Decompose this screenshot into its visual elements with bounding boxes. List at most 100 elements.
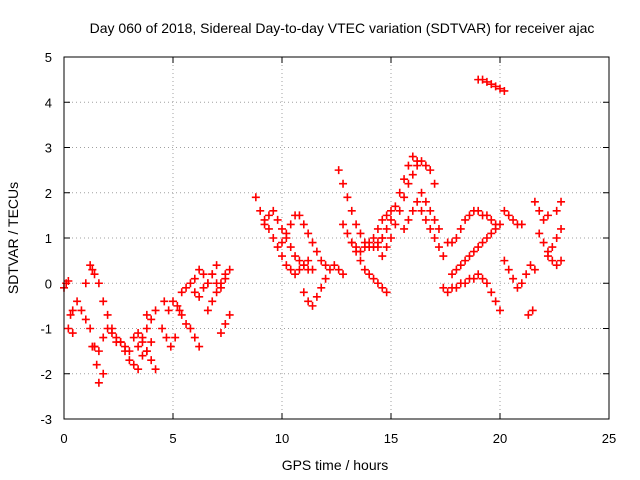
data-point <box>487 80 496 89</box>
data-point <box>400 193 409 202</box>
data-point <box>278 238 286 247</box>
data-point <box>535 229 544 238</box>
y-tick-label: 3 <box>45 141 52 156</box>
data-point <box>430 179 439 188</box>
data-point <box>164 306 173 315</box>
data-point <box>552 206 561 215</box>
data-point <box>539 238 548 247</box>
data-point <box>478 238 487 247</box>
x-tick-label: 5 <box>169 431 176 446</box>
y-tick-label: 2 <box>45 186 52 201</box>
data-point <box>474 243 483 252</box>
data-point <box>147 315 156 324</box>
data-point <box>557 256 566 265</box>
data-point <box>373 243 382 252</box>
data-point <box>474 206 483 215</box>
data-point <box>160 297 169 306</box>
data-point <box>443 288 452 297</box>
data-point <box>430 234 439 242</box>
data-point <box>426 206 435 215</box>
data-point <box>81 279 90 288</box>
data-point <box>373 279 382 288</box>
data-point <box>517 279 526 288</box>
data-point <box>557 197 566 206</box>
data-point <box>182 319 191 328</box>
x-axis-label: GPS time / hours <box>282 457 389 473</box>
data-point <box>530 197 539 206</box>
data-point <box>482 211 491 220</box>
data-point <box>88 342 97 351</box>
data-point <box>434 243 443 252</box>
x-tick-label: 10 <box>275 431 289 446</box>
data-point <box>478 274 487 283</box>
data-point <box>299 220 308 229</box>
data-point <box>151 365 160 374</box>
data-point <box>221 319 230 328</box>
data-point <box>260 220 269 229</box>
data-point <box>208 297 217 306</box>
data-point <box>103 324 112 333</box>
data-point <box>526 261 535 270</box>
data-point <box>269 206 278 215</box>
data-point <box>182 283 191 292</box>
data-point <box>321 261 330 270</box>
data-point <box>557 224 566 233</box>
data-point <box>491 82 500 91</box>
data-point <box>417 157 426 166</box>
data-point <box>395 206 404 215</box>
x-tick-label: 15 <box>384 431 398 446</box>
data-point <box>439 283 448 292</box>
data-point <box>382 211 391 220</box>
data-point <box>434 224 443 233</box>
data-point <box>158 324 167 333</box>
data-point <box>216 279 225 288</box>
data-point <box>400 175 409 184</box>
data-point <box>195 265 204 274</box>
data-point <box>125 347 134 356</box>
data-point <box>169 297 177 306</box>
data-point <box>86 261 95 270</box>
y-tick-label: 0 <box>45 276 52 291</box>
data-point <box>94 279 103 288</box>
data-point <box>417 188 426 197</box>
data-point <box>273 215 282 224</box>
data-point <box>216 329 225 338</box>
data-point <box>190 274 199 283</box>
data-point <box>68 306 77 315</box>
data-point <box>295 256 304 265</box>
data-point <box>308 265 317 274</box>
data-point <box>504 265 513 274</box>
data-point <box>373 224 382 233</box>
data-point <box>295 211 304 220</box>
data-point <box>421 197 430 206</box>
data-point <box>408 152 417 161</box>
data-point <box>343 229 352 238</box>
data-point <box>378 215 387 224</box>
data-series-sdtvar <box>60 75 566 387</box>
data-point <box>552 261 561 270</box>
data-point <box>175 306 184 315</box>
x-tick-label: 25 <box>602 431 616 446</box>
data-point <box>203 279 212 288</box>
data-point <box>496 306 504 315</box>
data-point <box>269 234 278 242</box>
data-point <box>487 229 496 238</box>
data-point <box>308 238 317 247</box>
data-point <box>142 310 151 319</box>
data-point <box>190 288 199 297</box>
data-point <box>264 211 273 220</box>
data-point <box>482 279 491 288</box>
data-point <box>291 270 300 279</box>
data-point <box>312 247 321 256</box>
data-point <box>524 310 533 319</box>
data-point <box>339 179 348 188</box>
data-point <box>522 270 531 279</box>
data-point <box>360 243 369 252</box>
data-point <box>404 179 413 188</box>
data-point <box>413 197 422 206</box>
data-point <box>339 270 348 279</box>
data-point <box>103 310 112 319</box>
data-point <box>365 270 374 279</box>
data-point <box>195 342 204 351</box>
data-point <box>282 229 291 238</box>
